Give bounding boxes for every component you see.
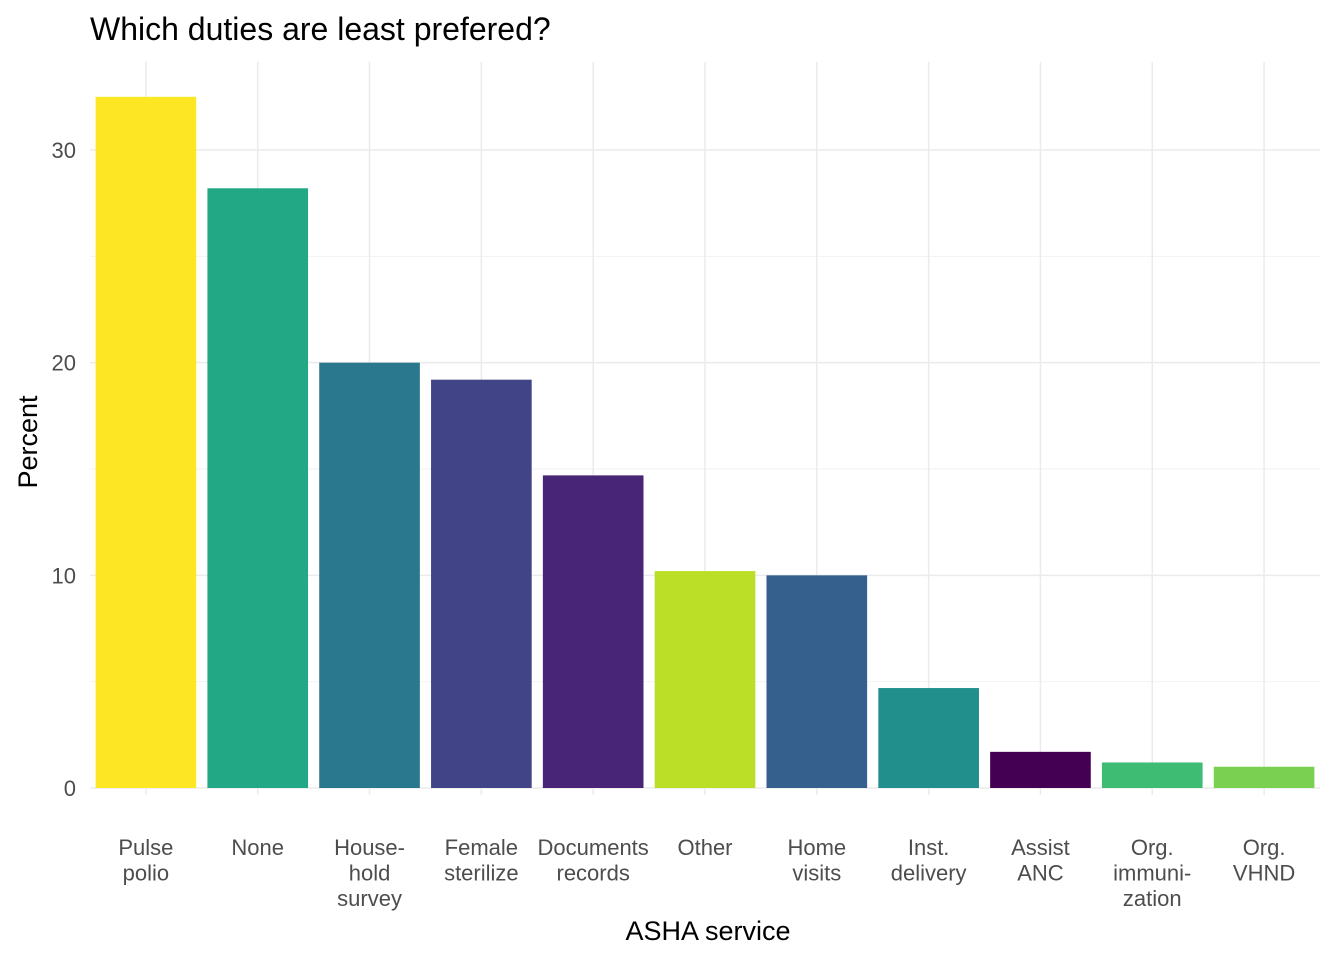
bar <box>431 379 532 788</box>
chart-title: Which duties are least prefered? <box>90 11 551 47</box>
bar <box>878 688 979 788</box>
y-tick-label: 0 <box>64 776 76 801</box>
x-tick-label: House-hold survey <box>334 835 405 911</box>
x-tick-label: Other <box>677 835 732 860</box>
bar <box>654 571 756 788</box>
bar <box>990 751 1091 788</box>
y-tick-label: 20 <box>52 351 76 376</box>
x-tick-label: Pulse polio <box>118 835 173 886</box>
y-tick-label: 30 <box>52 138 76 163</box>
x-tick-labels: Pulse polio None House-hold survey Female ster… <box>118 835 1295 911</box>
bar <box>319 362 420 788</box>
x-axis-label: ASHA service <box>625 916 790 946</box>
x-tick-label: None <box>231 835 284 860</box>
x-tick-label: Assist ANC <box>1011 835 1070 886</box>
bar <box>207 188 309 788</box>
x-tick-label: Org. immuni-zation <box>1113 835 1191 911</box>
bar <box>766 575 868 788</box>
bar <box>542 475 644 788</box>
x-tick-label: Documents records <box>538 835 649 886</box>
x-tick-label: Home visits <box>787 835 846 886</box>
x-tick-label: Org. VHND <box>1233 835 1295 886</box>
y-tick-labels: 0 10 20 30 <box>52 138 76 801</box>
bar <box>1213 766 1315 788</box>
y-tick-label: 10 <box>52 563 76 588</box>
x-tick-label: Inst. delivery <box>891 835 967 886</box>
bars <box>95 96 1315 789</box>
x-tick-label: Female sterilize <box>444 835 519 886</box>
y-axis-label: Percent <box>13 395 43 489</box>
bar <box>95 96 197 789</box>
bar <box>1101 762 1203 788</box>
